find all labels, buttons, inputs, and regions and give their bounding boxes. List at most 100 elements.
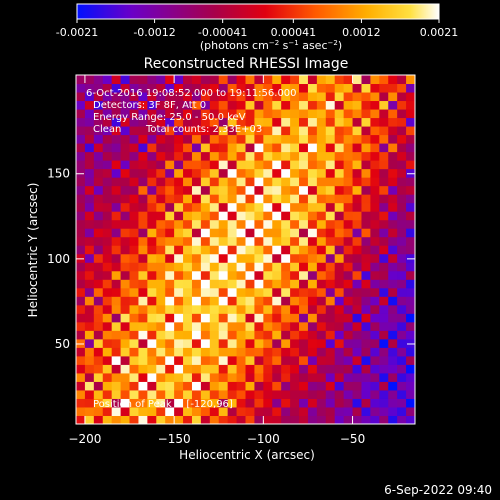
image-pixel bbox=[227, 236, 238, 246]
image-pixel bbox=[227, 168, 238, 178]
image-pixel bbox=[307, 194, 318, 204]
image-pixel bbox=[200, 389, 211, 399]
image-pixel bbox=[93, 262, 104, 272]
image-pixel bbox=[245, 313, 255, 323]
image-pixel bbox=[290, 211, 300, 221]
image-pixel bbox=[397, 313, 407, 323]
image-pixel bbox=[299, 313, 309, 323]
image-pixel bbox=[76, 160, 86, 170]
image-pixel bbox=[379, 126, 389, 136]
image-pixel bbox=[209, 304, 220, 314]
image-pixel bbox=[254, 92, 264, 102]
image-pixel bbox=[245, 406, 255, 416]
image-pixel bbox=[218, 117, 229, 127]
image-pixel bbox=[254, 262, 264, 272]
image-pixel bbox=[281, 270, 291, 280]
image-pixel bbox=[370, 381, 380, 391]
image-pixel bbox=[334, 228, 345, 238]
image-pixel bbox=[209, 321, 220, 331]
image-pixel bbox=[129, 398, 139, 408]
image-pixel bbox=[183, 287, 193, 297]
image-pixel bbox=[254, 211, 264, 221]
image-pixel bbox=[147, 75, 157, 85]
image-pixel bbox=[147, 347, 157, 357]
image-pixel bbox=[379, 253, 389, 263]
image-pixel bbox=[388, 381, 398, 391]
image-pixel bbox=[245, 143, 255, 153]
image-pixel bbox=[263, 194, 273, 204]
image-pixel bbox=[218, 236, 229, 246]
image-pixel bbox=[343, 347, 354, 357]
image-pixel bbox=[307, 117, 318, 127]
image-pixel bbox=[406, 279, 416, 289]
image-pixel bbox=[263, 304, 273, 314]
image-pixel bbox=[379, 364, 389, 374]
image-pixel bbox=[174, 75, 184, 85]
image-pixel bbox=[236, 194, 246, 204]
image-pixel bbox=[245, 279, 255, 289]
image-pixel bbox=[316, 194, 327, 204]
image-pixel bbox=[236, 304, 246, 314]
image-pixel bbox=[370, 304, 380, 314]
image-pixel bbox=[290, 194, 300, 204]
image-pixel bbox=[307, 185, 318, 195]
image-pixel bbox=[138, 92, 148, 102]
image-pixel bbox=[156, 330, 166, 340]
image-pixel bbox=[147, 194, 157, 204]
image-pixel bbox=[236, 270, 246, 280]
image-pixel bbox=[165, 160, 175, 170]
image-pixel bbox=[218, 151, 229, 161]
image-pixel bbox=[209, 287, 220, 297]
image-pixel bbox=[379, 321, 389, 331]
image-pixel bbox=[236, 143, 246, 153]
image-pixel bbox=[307, 415, 318, 425]
image-pixel bbox=[209, 347, 220, 357]
image-pixel bbox=[93, 389, 104, 399]
image-pixel bbox=[316, 177, 327, 187]
image-pixel bbox=[343, 245, 354, 255]
image-pixel bbox=[84, 92, 95, 102]
image-pixel bbox=[299, 355, 309, 365]
image-pixel bbox=[191, 245, 202, 255]
image-pixel bbox=[129, 228, 139, 238]
image-pixel bbox=[147, 202, 157, 212]
image-pixel bbox=[325, 406, 336, 416]
image-pixel bbox=[388, 321, 398, 331]
image-pixel bbox=[76, 279, 86, 289]
image-pixel bbox=[406, 92, 416, 102]
image-pixel bbox=[102, 228, 113, 238]
image-pixel bbox=[325, 304, 336, 314]
image-pixel bbox=[209, 202, 220, 212]
image-pixel bbox=[174, 109, 184, 119]
image-pixel bbox=[343, 287, 354, 297]
image-pixel bbox=[245, 177, 255, 187]
image-pixel bbox=[93, 321, 104, 331]
image-pixel bbox=[352, 372, 362, 382]
image-pixel bbox=[120, 117, 131, 127]
image-pixel bbox=[102, 126, 113, 136]
image-pixel bbox=[316, 219, 327, 229]
image-pixel bbox=[281, 134, 291, 144]
image-pixel bbox=[236, 321, 246, 331]
image-pixel bbox=[183, 330, 193, 340]
image-pixel bbox=[397, 253, 407, 263]
image-pixel bbox=[111, 92, 122, 102]
image-pixel bbox=[93, 372, 104, 382]
image-pixel bbox=[209, 245, 220, 255]
image-pixel bbox=[218, 330, 229, 340]
image-pixel bbox=[218, 279, 229, 289]
image-pixel bbox=[361, 109, 371, 119]
image-pixel bbox=[93, 92, 104, 102]
image-pixel bbox=[281, 338, 291, 348]
image-pixel bbox=[102, 372, 113, 382]
image-pixel bbox=[102, 304, 113, 314]
image-pixel bbox=[138, 398, 148, 408]
image-pixel bbox=[191, 296, 202, 306]
image-pixel bbox=[236, 355, 246, 365]
image-pixel bbox=[272, 304, 282, 314]
image-pixel bbox=[245, 194, 255, 204]
image-pixel bbox=[406, 151, 416, 161]
image-pixel bbox=[84, 160, 95, 170]
image-pixel bbox=[165, 100, 175, 110]
image-pixel bbox=[370, 160, 380, 170]
